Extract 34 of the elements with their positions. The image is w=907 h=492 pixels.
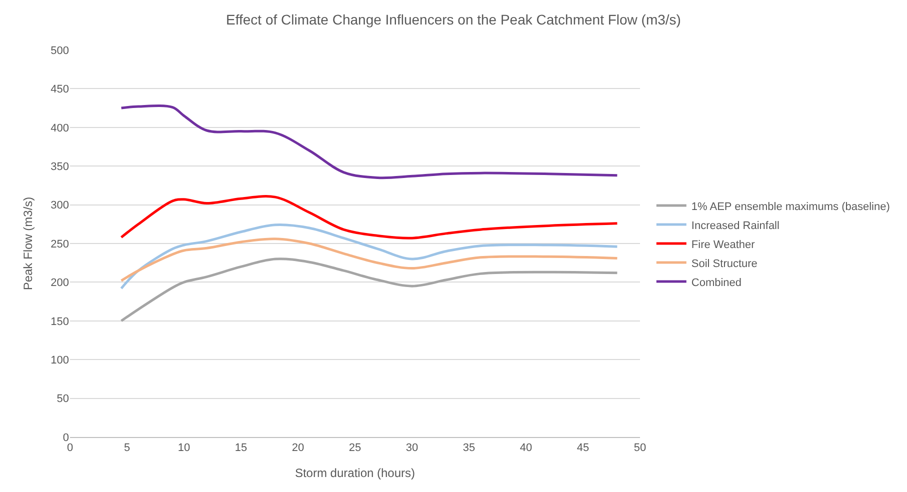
y-tick-label: 500 bbox=[50, 44, 69, 57]
y-tick-label: 250 bbox=[50, 238, 69, 250]
y-axis-title: Peak Flow (m3/s) bbox=[20, 196, 35, 290]
chart-title: Effect of Climate Change Influencers on the Peak Catchment Flow (m3/s) bbox=[226, 12, 681, 28]
y-tick-label: 100 bbox=[50, 354, 69, 366]
line-series bbox=[120, 258, 618, 322]
y-tick-label: 450 bbox=[50, 84, 69, 96]
legend-label: Combined bbox=[691, 276, 742, 289]
line-series bbox=[120, 195, 618, 240]
x-tick-label: 25 bbox=[348, 442, 362, 454]
line-series bbox=[120, 104, 618, 180]
x-tick-label: 50 bbox=[634, 442, 646, 454]
line-series bbox=[120, 224, 618, 290]
x-tick-label: 30 bbox=[406, 442, 418, 454]
legend-label: Soil Structure bbox=[691, 258, 758, 270]
x-tick-label: 40 bbox=[520, 442, 532, 454]
y-tick-label: 0 bbox=[62, 432, 69, 444]
legend-label: Fire Weather bbox=[691, 238, 756, 251]
legend-label: 1% AEP ensemble maximums (baseline) bbox=[691, 200, 890, 213]
x-tick-label: 15 bbox=[234, 442, 248, 454]
x-tick-label: 5 bbox=[124, 442, 130, 454]
x-tick-label: 20 bbox=[292, 442, 304, 454]
y-tick-label: 50 bbox=[56, 393, 69, 406]
x-tick-label: 45 bbox=[576, 442, 590, 454]
x-tick-label: 35 bbox=[462, 442, 476, 454]
line-series bbox=[120, 238, 618, 282]
y-tick-label: 200 bbox=[50, 277, 69, 290]
x-tick-label: 10 bbox=[178, 442, 190, 454]
y-tick-label: 150 bbox=[50, 316, 69, 328]
y-tick-label: 400 bbox=[50, 122, 69, 134]
legend-label: Increased Rainfall bbox=[691, 220, 780, 232]
x-axis-title: Storm duration (hours) bbox=[294, 466, 416, 480]
y-tick-label: 300 bbox=[50, 200, 69, 212]
y-tick-label: 350 bbox=[50, 160, 69, 173]
